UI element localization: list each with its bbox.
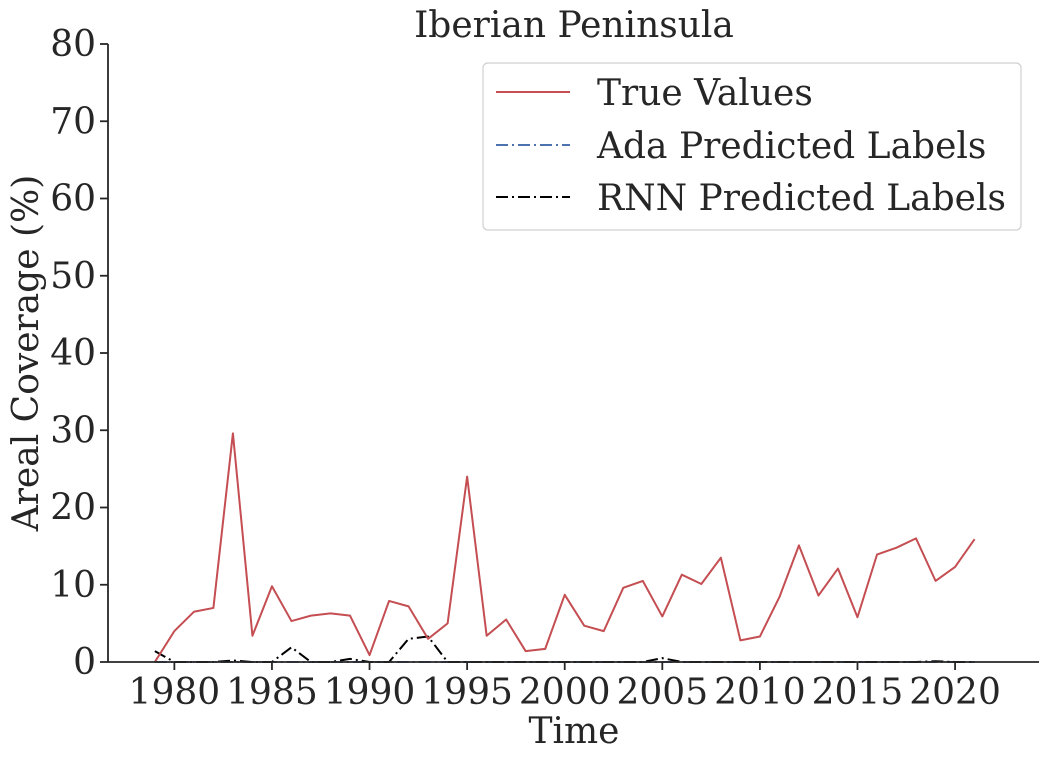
y-tick-label: 0 <box>73 642 96 683</box>
legend-label-ada-predicted: Ada Predicted Labels <box>596 126 986 167</box>
y-tick-label: 60 <box>50 179 96 220</box>
y-axis-label: Areal Coverage (%) <box>6 175 47 533</box>
x-axis-label: Time <box>529 711 620 752</box>
y-axis-ticks: 0 10 20 30 40 50 60 70 80 <box>50 24 108 683</box>
x-tick-label: 1980 <box>129 672 221 713</box>
y-tick-label: 80 <box>50 24 96 65</box>
y-tick-label: 30 <box>50 410 96 451</box>
x-tick-label: 2005 <box>616 672 708 713</box>
x-tick-label: 1995 <box>421 672 513 713</box>
x-tick-label: 2010 <box>714 672 806 713</box>
x-tick-label: 2000 <box>519 672 611 713</box>
legend-label-rnn-predicted: RNN Predicted Labels <box>597 178 1006 219</box>
chart-title: Iberian Peninsula <box>414 5 734 46</box>
x-tick-label: 2020 <box>909 672 1001 713</box>
legend-label-true-values: True Values <box>597 73 813 114</box>
x-tick-label: 1985 <box>226 672 318 713</box>
y-tick-label: 50 <box>50 256 96 297</box>
x-tick-label: 2015 <box>812 672 904 713</box>
plot-area <box>153 432 976 663</box>
legend-frame <box>482 62 1022 231</box>
x-axis-ticks: 1980 1985 1990 1995 2000 2005 2010 2015 2020 <box>129 662 1001 713</box>
y-tick-label: 10 <box>50 565 96 606</box>
legend: True Values Ada Predicted Labels RNN Pre… <box>482 62 1022 231</box>
series-line-true-values <box>153 432 976 663</box>
y-tick-label: 40 <box>50 333 96 374</box>
series-line-rnn-predicted-labels <box>154 635 975 663</box>
y-tick-label: 70 <box>50 101 96 142</box>
y-tick-label: 20 <box>50 488 96 529</box>
x-tick-label: 1990 <box>324 672 416 713</box>
